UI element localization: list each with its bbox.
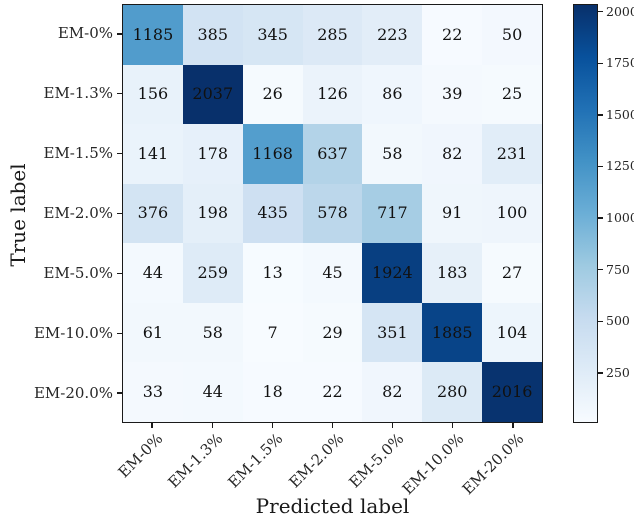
matrix-cell: 141: [123, 124, 183, 184]
matrix-cell: 183: [422, 243, 483, 303]
matrix-cell: 385: [182, 5, 243, 65]
matrix-cell: 58: [362, 124, 423, 184]
matrix-cell: 82: [422, 124, 483, 184]
colorbar: [573, 4, 598, 423]
x-tick-mark: [512, 423, 514, 428]
colorbar-tick-label: 1250: [606, 158, 634, 174]
y-tick-mark: [117, 212, 122, 215]
matrix-cell: 156: [123, 64, 183, 125]
matrix-cell: 376: [123, 183, 183, 244]
y-tick-mark: [117, 332, 122, 334]
y-tick-mark: [117, 152, 122, 155]
colorbar-tick-mark: [598, 10, 603, 13]
colorbar-tick-mark: [598, 320, 603, 322]
y-tick-mark: [117, 392, 122, 394]
matrix-cell: 178: [182, 124, 243, 184]
x-tick-mark: [391, 423, 394, 428]
matrix-cell: 27: [482, 243, 542, 303]
colorbar-tick-label: 500: [606, 313, 630, 329]
matrix-cell: 33: [123, 362, 183, 422]
matrix-cell: 29: [302, 302, 363, 363]
matrix-cell: 1885: [422, 302, 483, 363]
matrix-cell: 637: [302, 124, 363, 184]
matrix-cell: 44: [182, 362, 243, 422]
matrix-cell: 25: [482, 64, 542, 125]
colorbar-tick-label: 1500: [606, 106, 634, 122]
matrix-cell: 82: [362, 362, 423, 422]
colorbar-tick-mark: [598, 165, 603, 168]
matrix-cell: 2016: [482, 362, 542, 422]
x-tick-mark: [271, 423, 274, 428]
matrix-cell: 1185: [123, 5, 183, 65]
matrix-cell: 45: [302, 243, 363, 303]
matrix-cell: 2037: [182, 64, 243, 125]
y-tick-label: EM-2.0%: [43, 204, 114, 222]
matrix-cell: 13: [242, 243, 303, 303]
matrix-cell: 7: [242, 302, 303, 363]
matrix-cell: 198: [182, 183, 243, 244]
colorbar-tick-mark: [598, 62, 603, 64]
colorbar-tick-label: 250: [606, 364, 630, 380]
y-tick-mark: [117, 33, 122, 35]
colorbar-tick-label: 1750: [606, 55, 634, 71]
matrix-cell: 61: [123, 302, 183, 363]
heatmap-grid: 1185 385 345 285 223 22 50 156 2037 26 126 86 39 25 14…: [122, 4, 543, 423]
matrix-cell: 351: [362, 302, 423, 363]
colorbar-tick-mark: [598, 268, 603, 271]
matrix-cell: 285: [302, 5, 363, 65]
matrix-cell: 104: [482, 302, 542, 363]
y-tick-mark: [117, 272, 122, 275]
colorbar-tick-mark: [598, 114, 603, 116]
y-tick-label: EM-5.0%: [43, 263, 114, 282]
matrix-cell: 100: [482, 183, 542, 244]
x-tick-mark: [452, 423, 454, 428]
matrix-cell: 1168: [242, 124, 303, 184]
y-tick-mark: [117, 93, 122, 95]
matrix-cell: 26: [242, 64, 303, 125]
matrix-cell: 345: [242, 5, 303, 65]
colorbar-tick-label: 2000: [606, 3, 634, 19]
matrix-cell: 435: [242, 183, 303, 244]
matrix-cell: 1924: [362, 243, 423, 303]
matrix-cell: 231: [482, 124, 542, 184]
y-tick-label: EM-0%: [57, 24, 113, 43]
matrix-cell: 44: [123, 243, 183, 303]
x-tick-mark: [331, 423, 334, 428]
matrix-cell: 39: [422, 64, 483, 125]
colorbar-tick-mark: [598, 372, 603, 374]
matrix-cell: 91: [422, 183, 483, 244]
x-axis-title: Predicted label: [255, 494, 410, 518]
matrix-cell: 259: [182, 243, 243, 303]
y-tick-label: EM-1.5%: [43, 144, 114, 163]
x-tick-mark: [151, 423, 153, 428]
matrix-cell: 578: [302, 183, 363, 244]
y-tick-label: EM-10.0%: [33, 323, 113, 342]
y-axis-title: True label: [6, 163, 30, 267]
y-tick-label: EM-20.0%: [33, 383, 113, 402]
matrix-cell: 223: [362, 5, 423, 65]
matrix-cell: 280: [422, 362, 483, 422]
matrix-cell: 717: [362, 183, 423, 244]
matrix-cell: 22: [302, 362, 363, 422]
matrix-cell: 126: [302, 64, 363, 125]
colorbar-tick-label: 750: [606, 261, 630, 277]
x-tick-mark: [211, 423, 213, 428]
matrix-cell: 50: [482, 5, 542, 65]
matrix-cell: 58: [182, 302, 243, 363]
y-tick-label: EM-1.3%: [43, 84, 114, 103]
colorbar-tick-label: 1000: [606, 210, 634, 226]
matrix-cell: 18: [242, 362, 303, 422]
matrix-cell: 22: [422, 5, 483, 65]
colorbar-tick-mark: [598, 217, 603, 219]
matrix-cell: 86: [362, 64, 423, 125]
